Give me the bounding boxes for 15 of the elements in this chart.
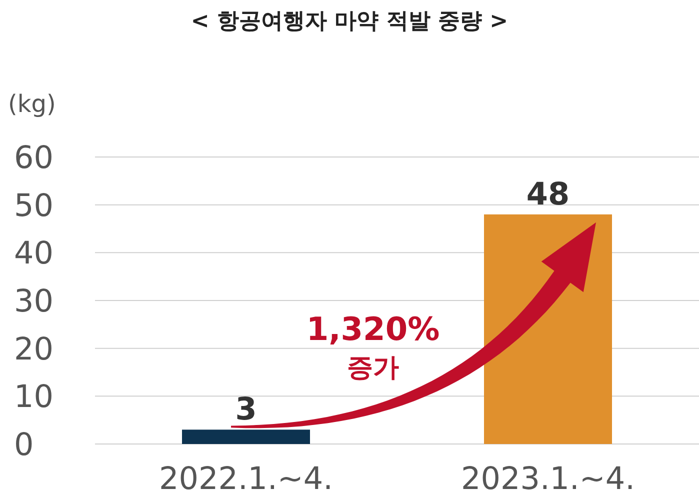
y-tick-label: 20 xyxy=(14,331,54,368)
data-label: 48 xyxy=(526,176,570,212)
y-tick-label: 30 xyxy=(14,284,54,320)
y-tick-label: 60 xyxy=(14,140,54,176)
y-tick-label: 50 xyxy=(14,188,54,224)
x-tick-label: 2022.1.~4. xyxy=(159,461,333,497)
data-label: 3 xyxy=(235,392,257,428)
y-tick-label: 10 xyxy=(14,379,54,416)
y-axis-title: (kg) xyxy=(8,90,56,118)
annotation: 1,320% xyxy=(306,310,440,348)
y-tick-label: 40 xyxy=(14,236,54,272)
y-tick-label: 0 xyxy=(14,427,34,463)
x-tick-label: 2023.1.~4. xyxy=(461,461,635,497)
chart-title: < 항공여행자 마약 적발 중량 > xyxy=(190,9,508,34)
annotation: 증가 xyxy=(347,353,399,383)
